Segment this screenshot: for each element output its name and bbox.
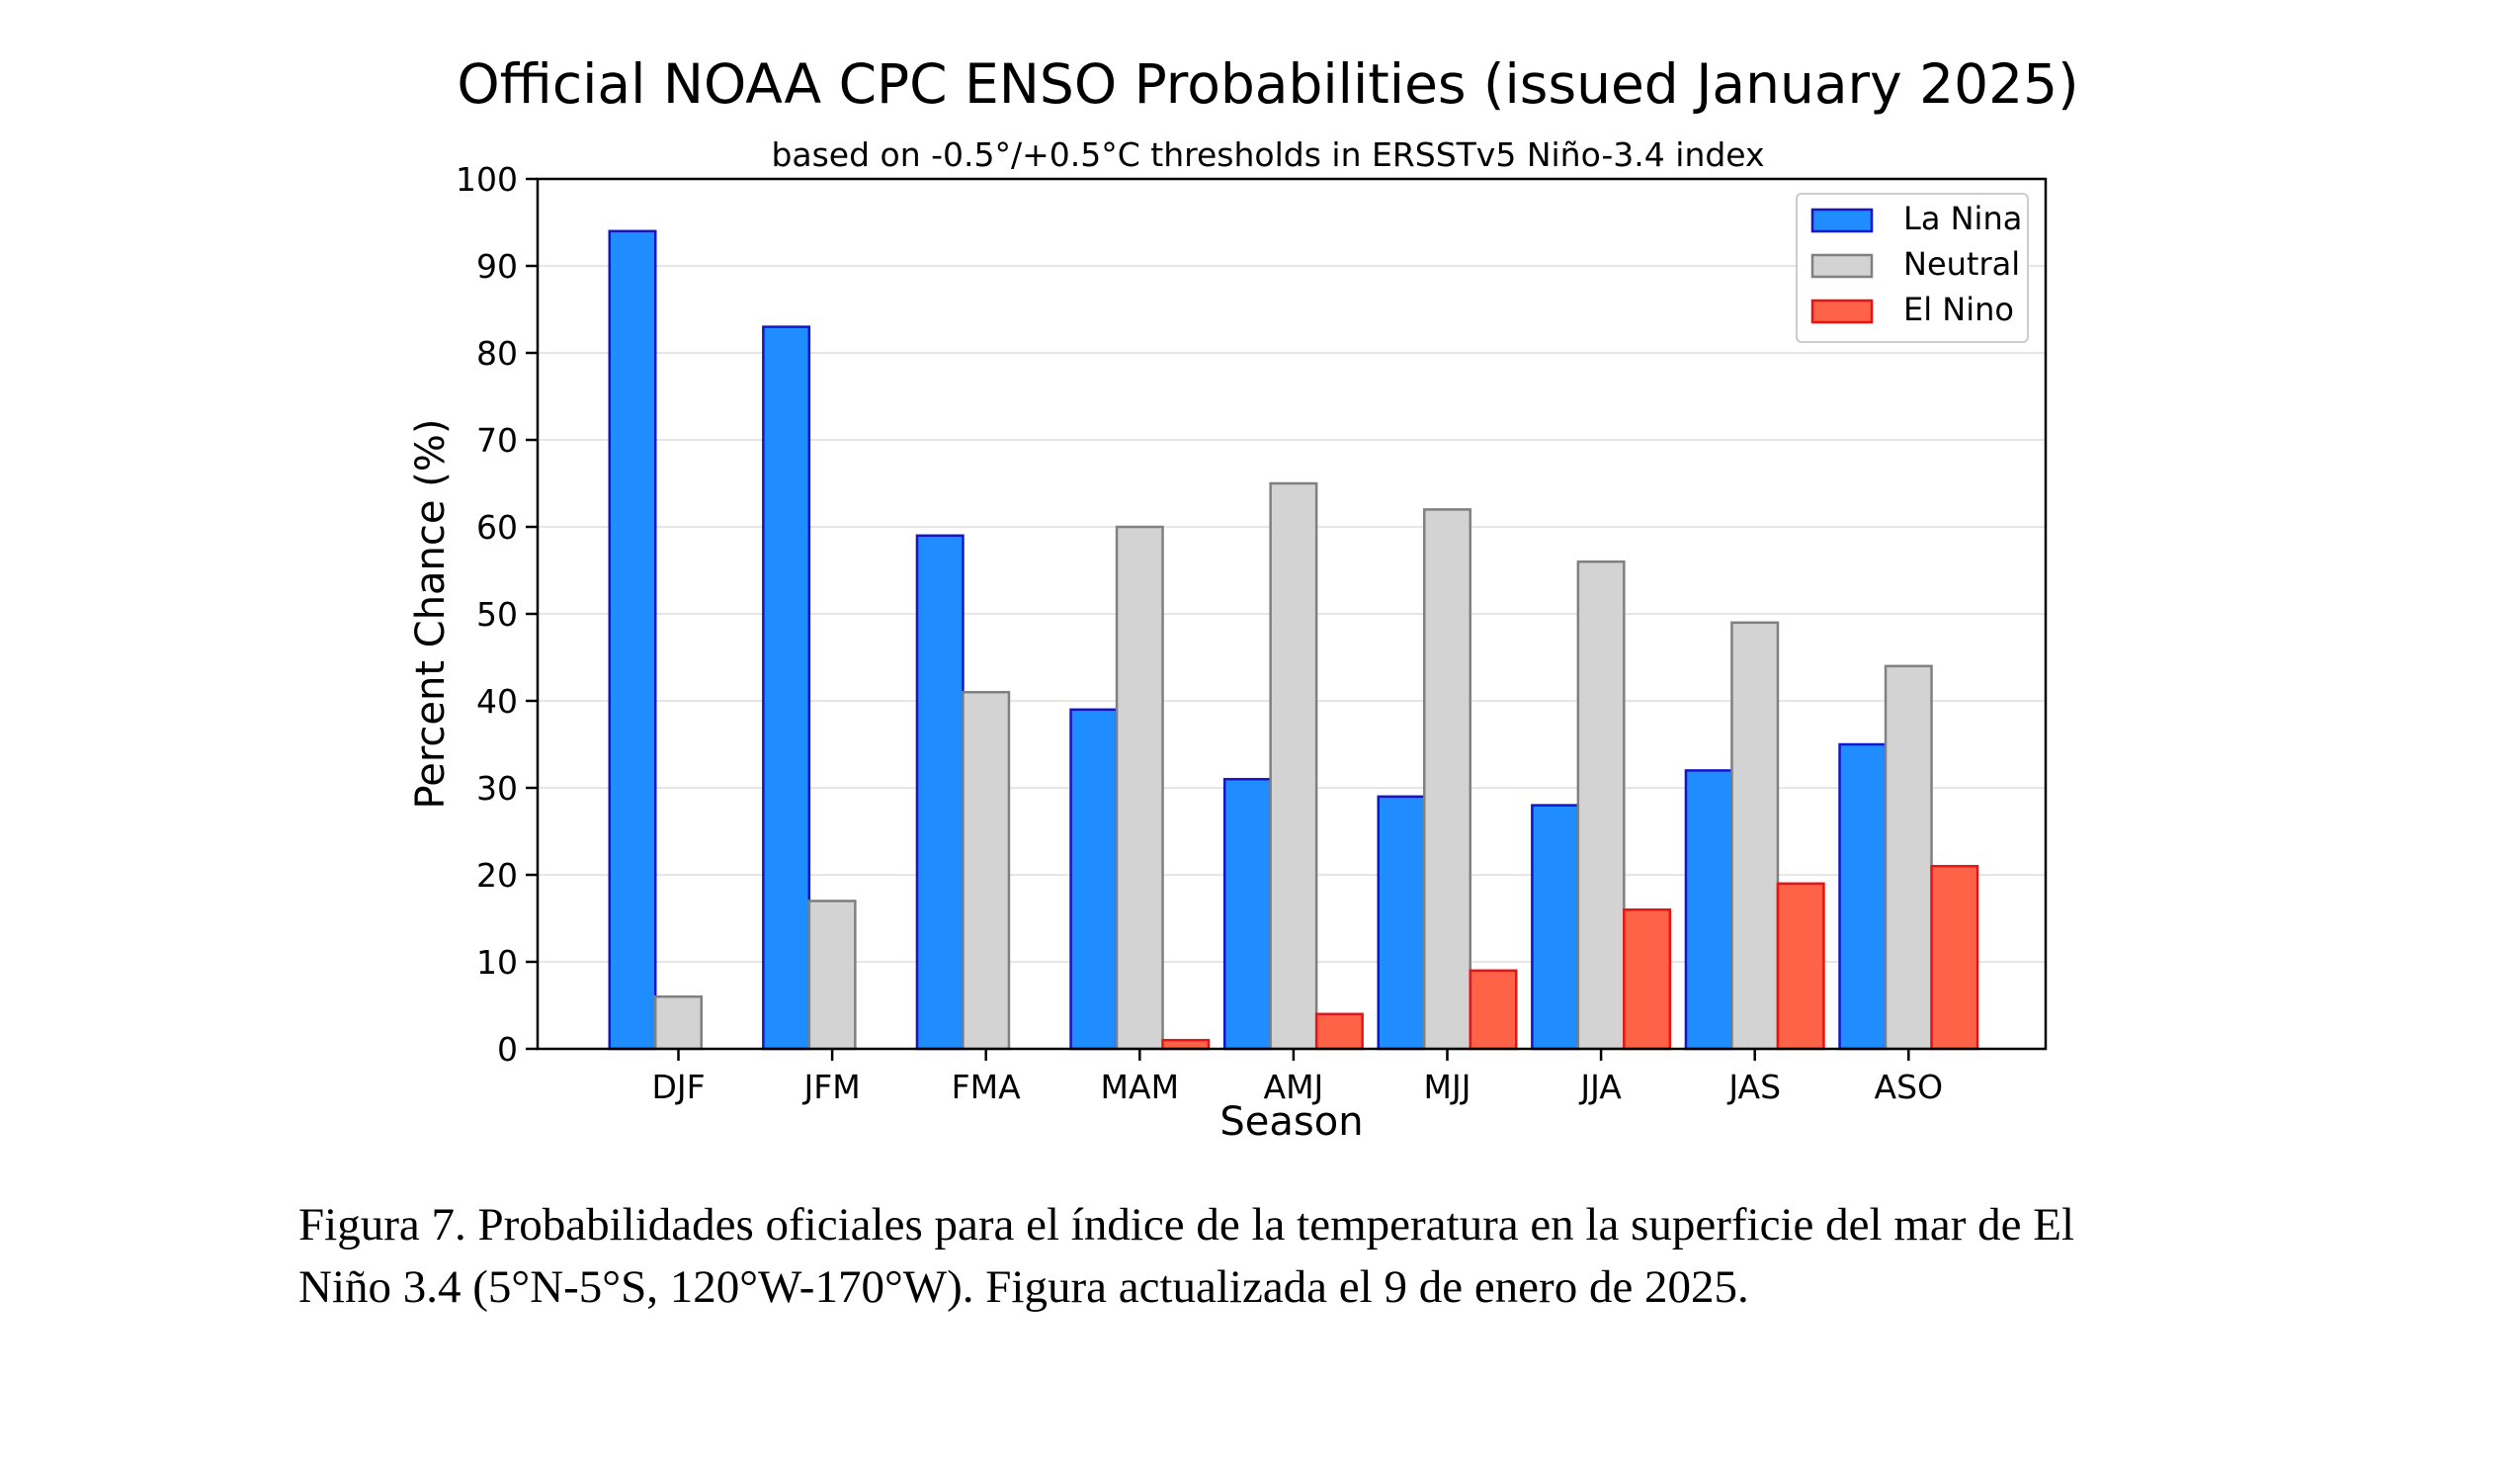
bar-la-nina-aso — [1838, 742, 1888, 1051]
bar-la-nina-fma — [915, 534, 965, 1051]
y-tick-label: 50 — [476, 595, 518, 634]
bar-neutral-jas — [1730, 621, 1780, 1051]
y-tick-label: 90 — [476, 247, 518, 286]
y-tick-label: 70 — [476, 421, 518, 460]
bar-la-nina-mam — [1069, 708, 1119, 1051]
x-tick-label: JFM — [802, 1068, 861, 1106]
x-axis-label: Season — [1219, 1099, 1363, 1145]
legend-swatch-el-nino — [1810, 299, 1874, 324]
bar-el-nino-amj — [1314, 1012, 1364, 1051]
x-tick-label: JAS — [1726, 1068, 1781, 1106]
bar-neutral-aso — [1884, 664, 1933, 1051]
enso-probability-chart: Official NOAA CPC ENSO Probabilities (is… — [408, 52, 2079, 1145]
y-tick-label: 60 — [476, 508, 518, 547]
legend-label-neutral: Neutral — [1903, 245, 2020, 283]
x-tick-label: FMA — [952, 1068, 1021, 1106]
legend-swatch-neutral — [1810, 253, 1874, 279]
bar-neutral-jfm — [807, 900, 857, 1051]
y-tick-label: 10 — [476, 943, 518, 982]
bar-neutral-mjj — [1423, 508, 1471, 1051]
bar-el-nino-jas — [1776, 882, 1825, 1051]
x-tick-label: AMJ — [1264, 1068, 1324, 1106]
legend-label-el-nino: El Nino — [1903, 291, 2014, 328]
legend-label-la-nina: La Nina — [1903, 200, 2022, 237]
x-axis-ticks: DJF JFM FMA MAM AMJ MJJ JJA JAS ASO — [651, 1049, 1943, 1106]
caption-line-1: Figura 7. Probabilidades oficiales para … — [298, 1199, 2075, 1251]
bar-el-nino-mjj — [1469, 969, 1518, 1051]
bar-el-nino-aso — [1930, 864, 1979, 1051]
bars — [608, 229, 1979, 1051]
y-tick-label: 0 — [497, 1030, 518, 1069]
y-tick-label: 20 — [476, 856, 518, 895]
bar-la-nina-jas — [1684, 769, 1733, 1051]
y-axis-label: Percent Chance (%) — [408, 419, 454, 810]
y-axis-ticks: 0 10 20 30 40 50 60 70 80 90 100 — [456, 160, 538, 1069]
bar-la-nina-jja — [1531, 804, 1580, 1051]
x-tick-label: MJJ — [1424, 1068, 1471, 1106]
legend-swatch-la-nina — [1810, 208, 1874, 233]
bar-neutral-djf — [654, 994, 703, 1051]
y-tick-label: 100 — [456, 160, 518, 199]
bar-el-nino-jja — [1623, 907, 1672, 1051]
y-tick-label: 80 — [476, 334, 518, 373]
legend: La Nina Neutral El Nino — [1796, 193, 2029, 343]
bar-la-nina-amj — [1222, 777, 1272, 1051]
bar-neutral-fma — [962, 690, 1011, 1051]
bar-neutral-mam — [1115, 525, 1164, 1051]
x-tick-label: ASO — [1875, 1068, 1944, 1106]
bar-la-nina-mjj — [1377, 795, 1426, 1051]
bar-la-nina-jfm — [762, 325, 811, 1051]
y-tick-label: 30 — [476, 769, 518, 808]
figure-caption: Figura 7. Probabilidades oficiales para … — [298, 1194, 2275, 1319]
bar-neutral-amj — [1269, 481, 1318, 1051]
x-tick-label: JJA — [1578, 1068, 1622, 1106]
y-tick-label: 40 — [476, 682, 518, 721]
bar-neutral-jja — [1576, 560, 1626, 1051]
bar-el-nino-mam — [1161, 1038, 1211, 1051]
caption-line-2: Niño 3.4 (5°N-5°S, 120°W-170°W). Figura … — [298, 1261, 1749, 1313]
chart-subtitle: based on -0.5°/+0.5°C thresholds in ERSS… — [771, 135, 1764, 174]
bar-la-nina-djf — [608, 229, 657, 1051]
chart-title: Official NOAA CPC ENSO Probabilities (is… — [457, 52, 2078, 116]
x-tick-label: MAM — [1101, 1068, 1180, 1106]
x-tick-label: DJF — [651, 1068, 705, 1106]
